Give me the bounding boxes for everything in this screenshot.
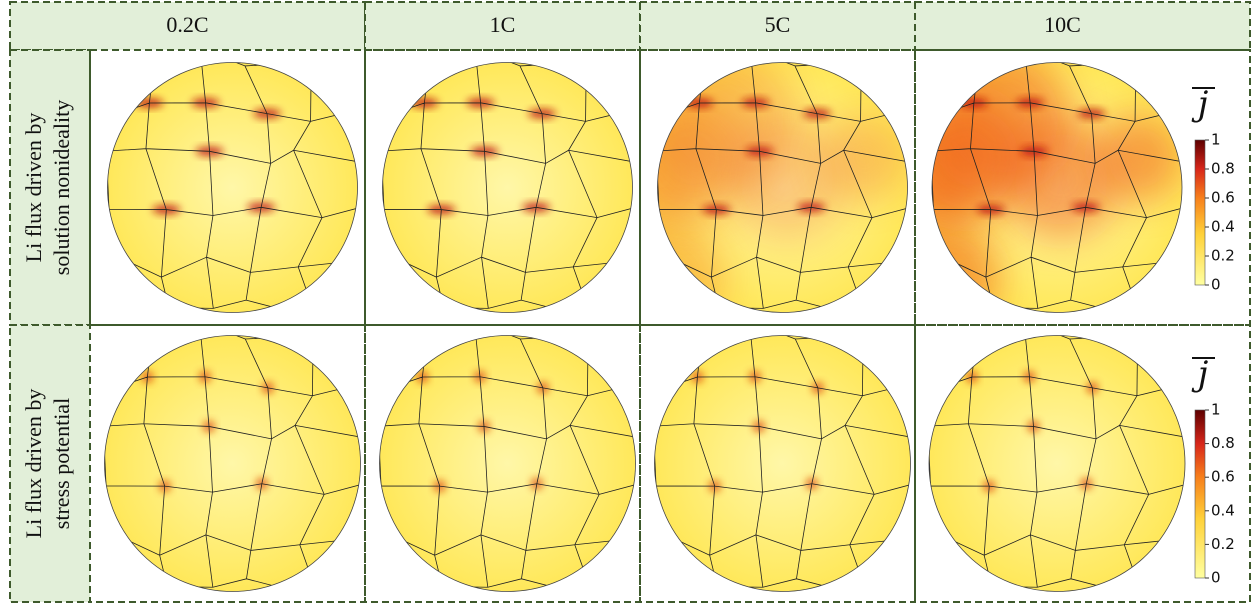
- colorbar-tick-label: 0.4: [1211, 218, 1235, 236]
- flux-region: [887, 221, 1000, 334]
- colorbar-tick-label: 0: [1211, 569, 1221, 587]
- colorbar-tick-label: 0.2: [1211, 247, 1235, 265]
- simulation-image: [93, 48, 371, 322]
- simulation-image: [880, 48, 1195, 334]
- flux-region: [612, 221, 725, 334]
- flux-region: [1095, 115, 1182, 202]
- colorbar-symbol: j: [1191, 84, 1209, 124]
- flux-region: [904, 94, 1031, 221]
- row-label-line: Li flux driven by: [21, 389, 46, 539]
- colorbar-tick-label: 0.8: [1211, 160, 1235, 178]
- simulation-image: [364, 321, 649, 602]
- colorbar-tick-label: 1: [1211, 131, 1221, 149]
- colorbar: [1195, 410, 1205, 578]
- header-cell: [915, 2, 1250, 50]
- simulation-image: [605, 48, 920, 334]
- colorbar-tick-label: 0: [1211, 276, 1221, 294]
- row-label-line: solution nonideality: [49, 100, 74, 275]
- colorbar: [1195, 140, 1205, 285]
- column-header: 5C: [765, 12, 791, 37]
- simulation-image: [914, 321, 1199, 602]
- row-label-line: Li flux driven by: [21, 113, 46, 263]
- column-header: 0.2C: [166, 12, 208, 37]
- figure: 0.2C1C5C10CLi flux driven bysolution non…: [0, 0, 1258, 606]
- simulation-image: [639, 321, 924, 602]
- row-label-line: stress potential: [49, 398, 74, 529]
- column-header: 1C: [490, 12, 516, 37]
- colorbar-tick-label: 0.6: [1211, 468, 1235, 486]
- colorbar-tick-label: 0.2: [1211, 535, 1235, 553]
- colorbar-tick-label: 0.4: [1211, 501, 1235, 519]
- colorbar-symbol: j: [1191, 354, 1209, 394]
- flux-region: [821, 115, 908, 202]
- simulation-image: [368, 48, 646, 322]
- colorbar-tick-label: 1: [1211, 401, 1221, 419]
- colorbar-tick-label: 0.6: [1211, 189, 1235, 207]
- simulation-image: [89, 321, 374, 602]
- colorbar-tick-label: 0.8: [1211, 434, 1235, 452]
- column-header: 10C: [1044, 12, 1081, 37]
- flux-region: [629, 94, 756, 221]
